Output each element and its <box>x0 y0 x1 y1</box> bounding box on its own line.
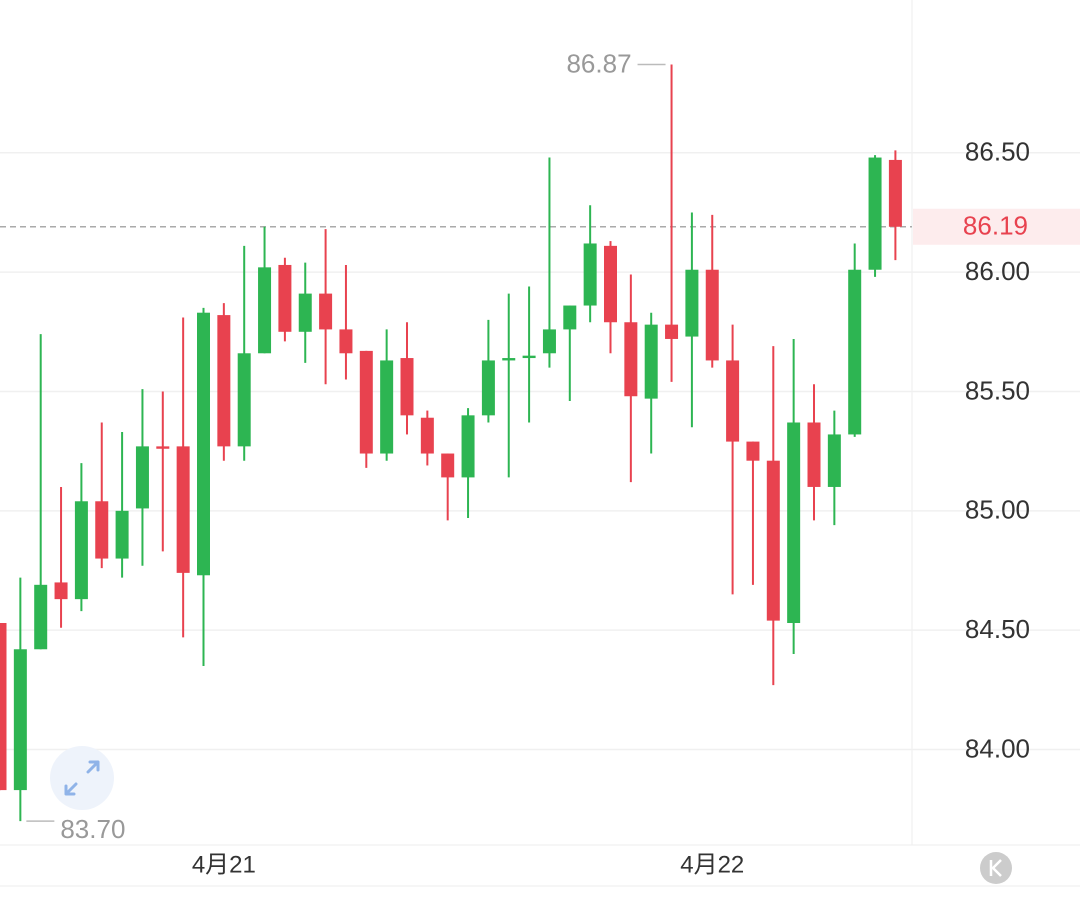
candle-body <box>380 360 394 454</box>
y-tick-label: 86.00 <box>965 256 1030 286</box>
candle-body <box>237 353 251 447</box>
candle-body <box>766 460 780 621</box>
candle-body <box>827 434 841 487</box>
y-tick-label: 85.50 <box>965 375 1030 405</box>
candle-body <box>542 329 556 354</box>
expand-icon[interactable] <box>64 760 100 796</box>
candle-body <box>197 312 210 576</box>
candle-body <box>522 355 536 359</box>
candle-body <box>0 623 7 791</box>
candle-body <box>502 358 516 361</box>
expand-bg[interactable] <box>50 746 114 810</box>
candle-body <box>176 446 190 573</box>
candle-body <box>807 422 821 487</box>
candle-body <box>420 417 434 454</box>
annotation-label: 83.70 <box>60 814 125 844</box>
candle-body <box>34 584 48 650</box>
candle-body <box>685 269 699 337</box>
candle-body <box>319 293 333 330</box>
candle-body <box>258 267 272 354</box>
candle-body <box>298 293 312 332</box>
candle-body <box>400 358 414 416</box>
candle-body <box>359 350 373 454</box>
y-tick-label: 86.50 <box>965 137 1030 167</box>
candle-body <box>888 159 902 227</box>
candle-body <box>278 264 292 332</box>
candle-body <box>746 441 760 461</box>
candle-body <box>705 269 719 361</box>
k-bg[interactable] <box>980 852 1012 884</box>
y-tick-label: 84.00 <box>965 733 1030 763</box>
candle-body <box>583 243 597 306</box>
annotation-label: 86.87 <box>566 48 631 78</box>
candle-body <box>156 446 170 449</box>
expand-button[interactable] <box>50 746 114 810</box>
candle-body <box>644 324 658 399</box>
x-tick-label: 4月21 <box>192 851 256 878</box>
last-price-label: 86.19 <box>963 211 1028 241</box>
candle-body <box>339 329 353 354</box>
candle-body <box>74 501 88 600</box>
candle-body <box>868 157 882 270</box>
candle-body <box>217 315 231 447</box>
candle-body <box>624 322 638 397</box>
candle-body <box>115 510 129 559</box>
candle-body <box>461 415 475 478</box>
candle-body <box>563 305 577 330</box>
k-icon[interactable] <box>989 859 1002 877</box>
candle-body <box>13 649 27 791</box>
candle-body <box>726 360 740 442</box>
candle-body <box>604 245 617 323</box>
y-tick-label: 85.00 <box>965 495 1030 525</box>
x-tick-label: 4月22 <box>680 851 744 878</box>
y-tick-label: 84.50 <box>965 614 1030 644</box>
candle-body <box>95 501 109 559</box>
last-price-bg <box>913 208 1080 245</box>
candle-body <box>135 446 149 509</box>
candle-body <box>665 324 679 339</box>
candle-body <box>54 582 68 600</box>
candle-body <box>848 269 862 435</box>
candle-body <box>481 360 495 416</box>
candle-body <box>441 453 455 478</box>
k-button[interactable] <box>980 852 1012 884</box>
candle-body <box>787 422 801 624</box>
